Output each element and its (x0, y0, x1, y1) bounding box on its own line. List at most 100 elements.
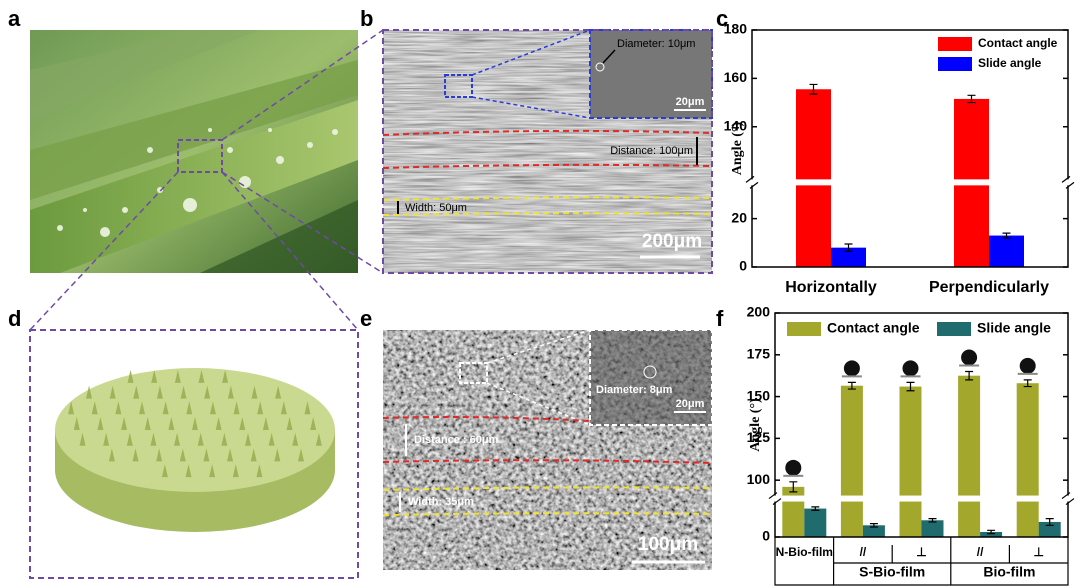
spike (198, 369, 205, 383)
error-bar (928, 518, 937, 523)
droplet-base (900, 375, 921, 378)
droplet (902, 360, 919, 377)
spike (251, 385, 258, 399)
spike (144, 417, 151, 430)
y-axis-label: Angle (°) (730, 121, 745, 175)
spike (73, 417, 80, 430)
spike (186, 401, 193, 415)
spike (233, 401, 240, 415)
x-tick-label: ⊥ (1033, 545, 1043, 559)
droplet-base (959, 364, 980, 367)
bar (782, 486, 805, 537)
spike (197, 432, 204, 446)
spike (257, 401, 264, 415)
error-bar (844, 243, 853, 252)
spike (310, 417, 317, 430)
bar (980, 531, 1003, 537)
spike (161, 464, 168, 478)
plot-frame (774, 312, 1069, 538)
axis-break (753, 179, 1067, 186)
spike (232, 464, 239, 478)
y-tick-label: 20 (731, 209, 747, 225)
panel-label: e (360, 306, 372, 331)
droplet-base (841, 375, 862, 378)
scale-label: 20μm (676, 398, 705, 410)
spike (304, 401, 311, 415)
bar (989, 235, 1024, 267)
bar (1038, 521, 1061, 537)
spike (215, 417, 222, 430)
error-bar (847, 381, 856, 390)
bar (958, 375, 981, 537)
droplet (785, 459, 802, 476)
spike (86, 385, 93, 399)
spike (209, 401, 216, 415)
error-bar (1045, 518, 1054, 526)
spike (162, 401, 169, 415)
spike (221, 432, 228, 446)
spike (185, 464, 192, 478)
axis-break (1063, 179, 1073, 186)
error-bar (1023, 379, 1032, 388)
legend-label: Contact angle (978, 36, 1058, 50)
panel-label: b (360, 6, 373, 31)
panel-label: a (8, 6, 21, 31)
render-d (29, 329, 359, 579)
spike (121, 417, 128, 430)
error-bar (869, 523, 878, 528)
spike (244, 432, 251, 446)
spike (174, 432, 181, 446)
spike (180, 385, 187, 399)
y-tick-label: 175 (747, 345, 771, 361)
annotation: Width: 50μm (405, 202, 467, 214)
plot-frame (751, 29, 1069, 268)
group-label: Bio-film (983, 564, 1035, 580)
error-bar (1002, 232, 1011, 239)
legend-swatch (787, 322, 821, 336)
legend-swatch (937, 322, 971, 336)
spike (203, 448, 210, 462)
y-tick-label: 140 (724, 117, 748, 133)
spike (127, 369, 134, 383)
panel-label: f (716, 306, 724, 331)
bar (899, 386, 922, 537)
y-tick-label: 150 (747, 387, 771, 403)
annotation: Width: 35μm (408, 496, 474, 508)
spike (103, 432, 110, 446)
y-axis-label: Angle (°) (748, 398, 763, 452)
droplet-base (1017, 372, 1038, 375)
group-frame (774, 537, 1069, 586)
error-bar (811, 506, 820, 511)
bar (796, 89, 831, 267)
spike (68, 401, 75, 415)
panel-label: d (8, 306, 21, 331)
spike (222, 369, 229, 383)
spike (168, 417, 175, 430)
annotation: Diameter: 10μm (617, 38, 695, 50)
spike (280, 401, 287, 415)
annotation: Diameter: 8μm (596, 384, 673, 396)
error-bar (789, 481, 798, 493)
spike (97, 417, 104, 430)
bar (862, 525, 885, 537)
spike (108, 448, 115, 462)
droplet-base (783, 474, 804, 477)
bar (840, 385, 863, 537)
axis-break (1063, 495, 1073, 502)
legend-swatch (938, 37, 972, 51)
x-tick-label: ⊥ (916, 545, 926, 559)
legend-label: Slide angle (977, 320, 1051, 336)
axis-break (747, 179, 757, 186)
bar (804, 508, 827, 537)
y-tick-label: 125 (747, 429, 771, 445)
spike (150, 432, 157, 446)
annotation: Distance: 100μm (610, 145, 693, 157)
spike (126, 432, 133, 446)
x-tick-label: Perpendicularly (929, 279, 1049, 296)
spike (268, 432, 275, 446)
bar (831, 247, 866, 267)
y-tick-label: 100 (747, 471, 771, 487)
x-tick-label: // (860, 545, 867, 559)
axis-break-mark (745, 175, 759, 189)
